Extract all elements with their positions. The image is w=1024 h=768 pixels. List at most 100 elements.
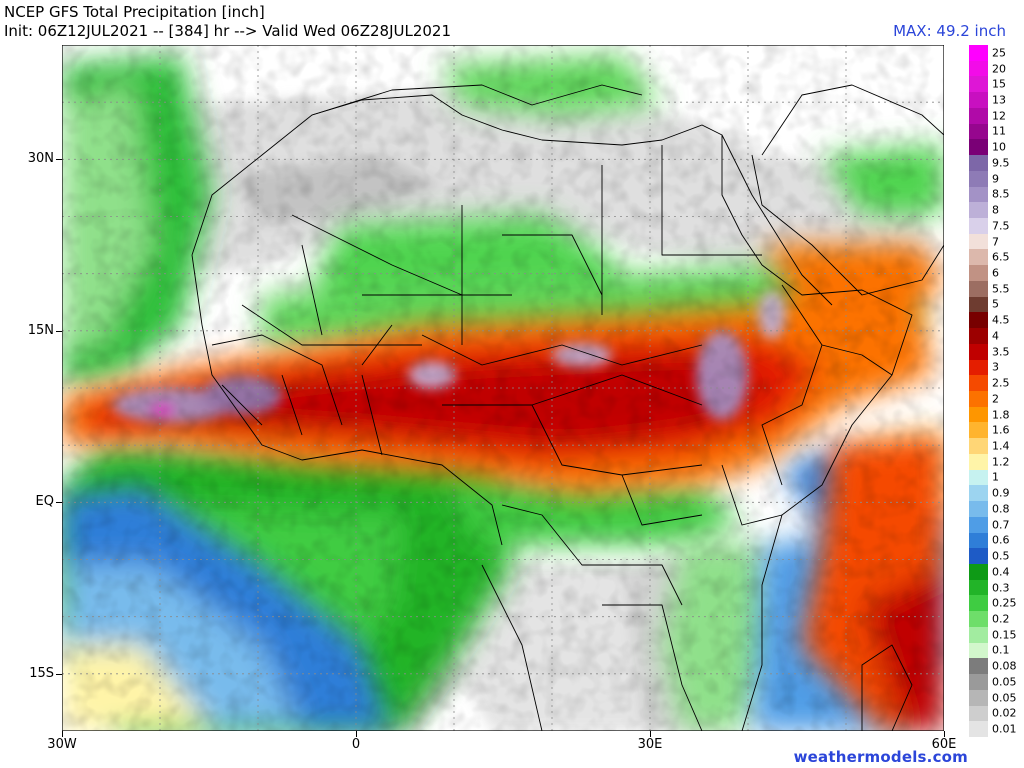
legend-label: 5.5 (992, 282, 1010, 296)
legend-label: 0.1 (992, 643, 1010, 657)
legend-swatch (969, 453, 988, 470)
legend-label: 6 (992, 266, 999, 280)
legend-label: 1.4 (992, 439, 1010, 453)
legend-swatch (969, 233, 988, 250)
legend-swatch (969, 391, 988, 407)
lon-label: 0 (351, 737, 361, 752)
africa-coastline (191, 94, 913, 731)
legend-entry: 0.15 (969, 626, 1024, 643)
legend-entry: 3 (969, 359, 1024, 376)
legend-swatch (969, 705, 988, 722)
legend-swatch (969, 532, 988, 549)
legend-entry: 0.4 (969, 564, 1024, 580)
legend-entry: 9.5 (969, 155, 1024, 171)
legend-label: 0.15 (992, 628, 1017, 642)
lat-label: EQ (35, 494, 54, 510)
madagascar (861, 644, 913, 731)
legend-entry: 0.7 (969, 516, 1024, 533)
legend-label: 0.01 (992, 722, 1017, 736)
legend-entry: 4 (969, 328, 1024, 344)
lon-tick (944, 731, 945, 737)
legend-swatch (969, 218, 988, 234)
legend-entry: 2 (969, 391, 1024, 407)
legend-label: 15 (992, 77, 1006, 91)
color-legend: 25 20 15 13 12 11 10 9.5 9 8.5 8 7.5 7 6.5 6 5.5 5 4.5 4 3.… (969, 45, 1024, 737)
legend-entry: 0.25 (969, 595, 1024, 612)
init-valid-line: Init: 06Z12JUL2021 -- [384] hr --> Valid… (4, 22, 452, 40)
legend-label: 11 (992, 124, 1006, 138)
legend-label: 0.6 (992, 533, 1010, 547)
lat-tick (56, 159, 62, 161)
legend-label: 4 (992, 329, 999, 343)
legend-entry: 0.9 (969, 485, 1024, 502)
legend-entry: 20 (969, 60, 1024, 77)
legend-label: 2 (992, 392, 999, 406)
legend-swatch (969, 548, 988, 564)
legend-label: 1 (992, 470, 999, 484)
legend-entry: 0.3 (969, 579, 1024, 596)
legend-label: 20 (992, 62, 1006, 76)
legend-swatch (969, 249, 988, 266)
legend-label: 0.08 (992, 659, 1017, 673)
legend-swatch (969, 469, 988, 486)
legend-entry: 0.8 (969, 501, 1024, 517)
legend-entry: 11 (969, 123, 1024, 140)
legend-swatch (969, 626, 988, 643)
legend-label: 25 (992, 46, 1006, 60)
lat-label: 15S (29, 665, 54, 681)
legend-swatch (969, 406, 988, 423)
chart-title: NCEP GFS Total Precipitation [inch] (4, 3, 265, 21)
legend-swatch (969, 438, 988, 454)
lat-tick (56, 673, 62, 675)
legend-swatch (969, 359, 988, 376)
red-sea (721, 134, 833, 306)
legend-entry: 2.5 (969, 375, 1024, 391)
legend-label: 7.5 (992, 219, 1010, 233)
precip-map (62, 45, 944, 731)
legend-label: 0.05 (992, 675, 1017, 689)
country-borders (191, 84, 944, 731)
legend-label: 8 (992, 203, 999, 217)
legend-label: 10 (992, 140, 1006, 154)
lon-tick (650, 731, 651, 737)
texture-noise (62, 45, 944, 731)
west-borders (211, 334, 383, 456)
legend-swatch (969, 186, 988, 203)
legend-entry: 5 (969, 296, 1024, 313)
legend-entry: 5.5 (969, 280, 1024, 297)
legend-label: 1.8 (992, 408, 1010, 422)
legend-label: 0.25 (992, 596, 1017, 610)
legend-label: 9.5 (992, 156, 1010, 170)
legend-entry: 8 (969, 202, 1024, 218)
legend-entry: 10 (969, 139, 1024, 156)
lon-label: 60E (931, 737, 957, 752)
legend-swatch (969, 564, 988, 580)
legend-label: 13 (992, 93, 1006, 107)
legend-swatch (969, 422, 988, 439)
legend-label: 7 (992, 235, 999, 249)
legend-label: 0.2 (992, 612, 1010, 626)
legend-swatch (969, 155, 988, 171)
legend-entry: 9 (969, 170, 1024, 187)
lat-label: 30N (27, 151, 54, 167)
legend-entry: 12 (969, 107, 1024, 124)
legend-label: 0.9 (992, 486, 1010, 500)
horn-borders (761, 284, 893, 486)
legend-swatch (969, 485, 988, 502)
legend-entry: 0.05 (969, 689, 1024, 706)
legend-label: 0.7 (992, 518, 1010, 532)
legend-label: 8.5 (992, 187, 1010, 201)
legend-label: 2.5 (992, 376, 1010, 390)
legend-swatch (969, 516, 988, 533)
legend-swatch (969, 280, 988, 297)
legend-swatch (969, 375, 988, 391)
legend-entry: 1.4 (969, 438, 1024, 454)
legend-entry: 15 (969, 76, 1024, 93)
credit-link[interactable]: weathermodels.com (793, 748, 968, 766)
legend-swatch (969, 170, 988, 187)
legend-swatch (969, 139, 988, 156)
legend-swatch (969, 45, 988, 61)
legend-label: 1.6 (992, 423, 1010, 437)
legend-entry: 0.5 (969, 548, 1024, 564)
legend-entry: 6.5 (969, 249, 1024, 266)
